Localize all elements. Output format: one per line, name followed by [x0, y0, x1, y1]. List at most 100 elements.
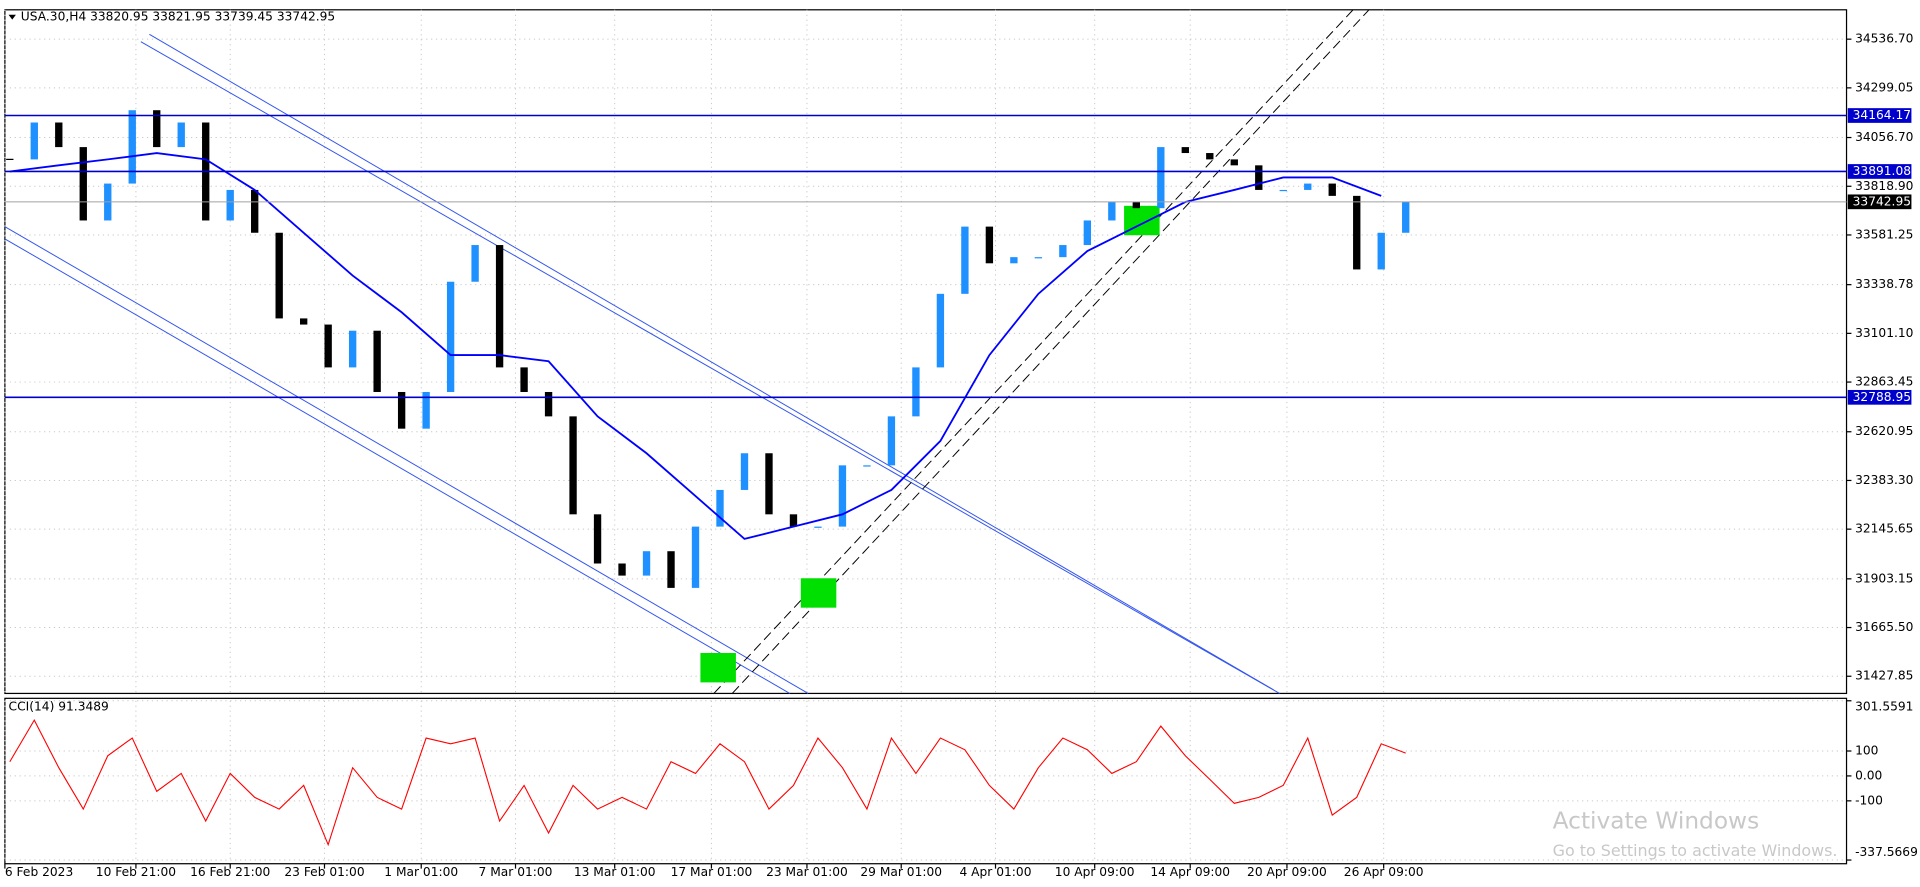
candle [887, 416, 896, 466]
x-tick-label: 13 Mar 01:00 [574, 865, 656, 879]
candle [863, 465, 871, 467]
y-tick-label: 31903.15 [1855, 571, 1913, 585]
candle [814, 526, 822, 528]
watermark-subtitle: Go to Settings to activate Windows. [1553, 841, 1838, 860]
y-tick-label: 32383.30 [1855, 473, 1913, 487]
x-tick-label: 10 Apr 09:00 [1055, 865, 1135, 879]
y-tick-label: -337.5669 [1855, 845, 1918, 859]
candle [1304, 183, 1312, 190]
candle [789, 514, 798, 527]
cci-panel [4, 697, 1848, 865]
candle [1132, 202, 1140, 209]
candle [1059, 245, 1067, 258]
level-tag [1847, 164, 1912, 179]
bid-label: 33742.95 [1853, 194, 1911, 208]
indicator-line [9, 718, 1406, 847]
x-tick-label: 29 Mar 01:00 [860, 865, 942, 879]
candle [275, 232, 283, 319]
candle [593, 514, 602, 564]
level-label: 34164.17 [1853, 108, 1911, 122]
candle [1353, 195, 1361, 270]
candle [1279, 189, 1287, 192]
candle [422, 391, 430, 429]
y-tick-label: 32145.65 [1855, 522, 1913, 536]
candle [1328, 183, 1336, 196]
candle [520, 367, 528, 392]
candle [153, 110, 161, 148]
candle [544, 391, 553, 417]
channel-line [149, 33, 1274, 691]
candle [1402, 201, 1410, 233]
channel-line [4, 226, 809, 694]
x-tick-label: 1 Mar 01:00 [384, 865, 458, 879]
y-tick-label: 33101.10 [1855, 326, 1913, 340]
candle [936, 293, 945, 368]
level-tag [1847, 389, 1912, 405]
y-tick-label: -100 [1855, 793, 1883, 807]
x-tick-label: 10 Feb 21:00 [96, 865, 176, 879]
candle [1181, 147, 1189, 154]
y-tick-label: 33818.90 [1855, 179, 1913, 193]
y-tick-label: 32863.45 [1855, 375, 1913, 389]
candle [1034, 257, 1043, 259]
candle [961, 226, 969, 294]
level-tag [1847, 108, 1912, 123]
menu-arrow[interactable] [8, 14, 16, 20]
candle [373, 330, 381, 392]
candle [128, 110, 136, 184]
candle [1083, 220, 1092, 246]
channel-line [4, 238, 791, 694]
y-tick-label: 34299.05 [1855, 80, 1913, 94]
trend-line [731, 9, 1370, 694]
y-tick-label: 100 [1855, 744, 1878, 758]
candle [985, 226, 994, 264]
y-tick-label: 32620.95 [1855, 424, 1913, 438]
candle [716, 489, 724, 527]
candle [471, 245, 479, 282]
candle [446, 281, 455, 392]
candle [1108, 202, 1116, 221]
level-label: 33891.08 [1853, 164, 1911, 178]
candle [569, 416, 577, 515]
candle [1255, 165, 1263, 190]
candle [912, 367, 920, 417]
candle [838, 465, 847, 527]
chart-title: USA.30,H4 33820.95 33821.95 33739.45 337… [21, 10, 335, 24]
y-tick-label: 33581.25 [1855, 227, 1913, 241]
signal-box [800, 578, 837, 608]
candle [79, 147, 87, 221]
x-tick-label: 17 Mar 01:00 [671, 865, 753, 879]
candle [765, 453, 773, 515]
x-tick-label: 16 Feb 21:00 [190, 865, 270, 879]
signal-box [700, 652, 736, 683]
candle [300, 318, 308, 325]
candle [397, 391, 406, 429]
candle [642, 551, 651, 576]
channel-line [140, 41, 1280, 694]
y-tick-label: 0.00 [1855, 768, 1882, 782]
candle [691, 526, 700, 588]
candle [1206, 153, 1214, 160]
x-tick-label: 23 Mar 01:00 [766, 865, 848, 879]
candle [740, 453, 749, 490]
x-tick-label: 4 Apr 01:00 [960, 865, 1032, 879]
bid-tag [1847, 194, 1912, 210]
y-tick-label: 33338.78 [1855, 277, 1913, 291]
moving-average [9, 152, 1382, 540]
candle [495, 245, 504, 368]
candle [324, 324, 332, 368]
indicator-title: CCI(14) 91.3489 [9, 699, 109, 713]
x-tick-label: 14 Apr 09:00 [1150, 865, 1230, 879]
candle [348, 330, 357, 368]
y-tick-label: 34056.70 [1855, 130, 1913, 144]
y-tick-label: 31665.50 [1855, 620, 1913, 634]
y-tick-label: 34536.70 [1855, 32, 1913, 46]
candle [1377, 232, 1385, 270]
level-label: 32788.95 [1853, 390, 1911, 404]
x-tick-label: 23 Feb 01:00 [284, 865, 364, 879]
candle [667, 551, 675, 588]
candle [618, 563, 626, 576]
